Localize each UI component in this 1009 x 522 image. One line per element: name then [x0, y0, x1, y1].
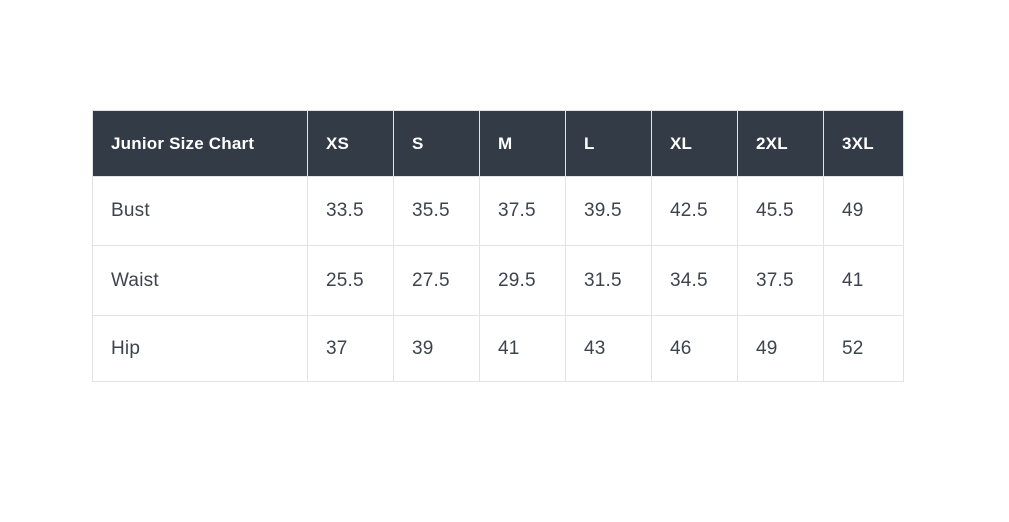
row-label-bust: Bust — [92, 176, 308, 246]
cell-waist-xl: 34.5 — [651, 245, 738, 316]
cell-hip-m: 41 — [479, 315, 566, 382]
table-row-hip: Hip 37 39 41 43 46 49 52 — [92, 315, 904, 382]
cell-hip-3xl: 52 — [823, 315, 904, 382]
cell-waist-2xl: 37.5 — [737, 245, 824, 316]
cell-hip-xs: 37 — [307, 315, 394, 382]
cell-bust-s: 35.5 — [393, 176, 480, 246]
table-row-waist: Waist 25.5 27.5 29.5 31.5 34.5 37.5 41 — [92, 245, 904, 316]
cell-waist-l: 31.5 — [565, 245, 652, 316]
cell-bust-xl: 42.5 — [651, 176, 738, 246]
cell-waist-s: 27.5 — [393, 245, 480, 316]
table-title-cell: Junior Size Chart — [92, 110, 308, 177]
cell-waist-m: 29.5 — [479, 245, 566, 316]
header-cell-s: S — [393, 110, 480, 177]
cell-bust-m: 37.5 — [479, 176, 566, 246]
row-label-hip: Hip — [92, 315, 308, 382]
size-chart-table: Junior Size Chart XS S M L XL 2XL 3XL Bu… — [92, 110, 904, 382]
header-cell-xl: XL — [651, 110, 738, 177]
cell-hip-s: 39 — [393, 315, 480, 382]
cell-hip-xl: 46 — [651, 315, 738, 382]
header-cell-l: L — [565, 110, 652, 177]
cell-waist-3xl: 41 — [823, 245, 904, 316]
header-cell-m: M — [479, 110, 566, 177]
table-row-bust: Bust 33.5 35.5 37.5 39.5 42.5 45.5 49 — [92, 176, 904, 246]
cell-bust-l: 39.5 — [565, 176, 652, 246]
cell-hip-l: 43 — [565, 315, 652, 382]
cell-bust-xs: 33.5 — [307, 176, 394, 246]
cell-bust-3xl: 49 — [823, 176, 904, 246]
cell-bust-2xl: 45.5 — [737, 176, 824, 246]
cell-hip-2xl: 49 — [737, 315, 824, 382]
row-label-waist: Waist — [92, 245, 308, 316]
header-cell-3xl: 3XL — [823, 110, 904, 177]
table-header-row: Junior Size Chart XS S M L XL 2XL 3XL — [92, 110, 904, 177]
header-cell-2xl: 2XL — [737, 110, 824, 177]
header-cell-xs: XS — [307, 110, 394, 177]
cell-waist-xs: 25.5 — [307, 245, 394, 316]
